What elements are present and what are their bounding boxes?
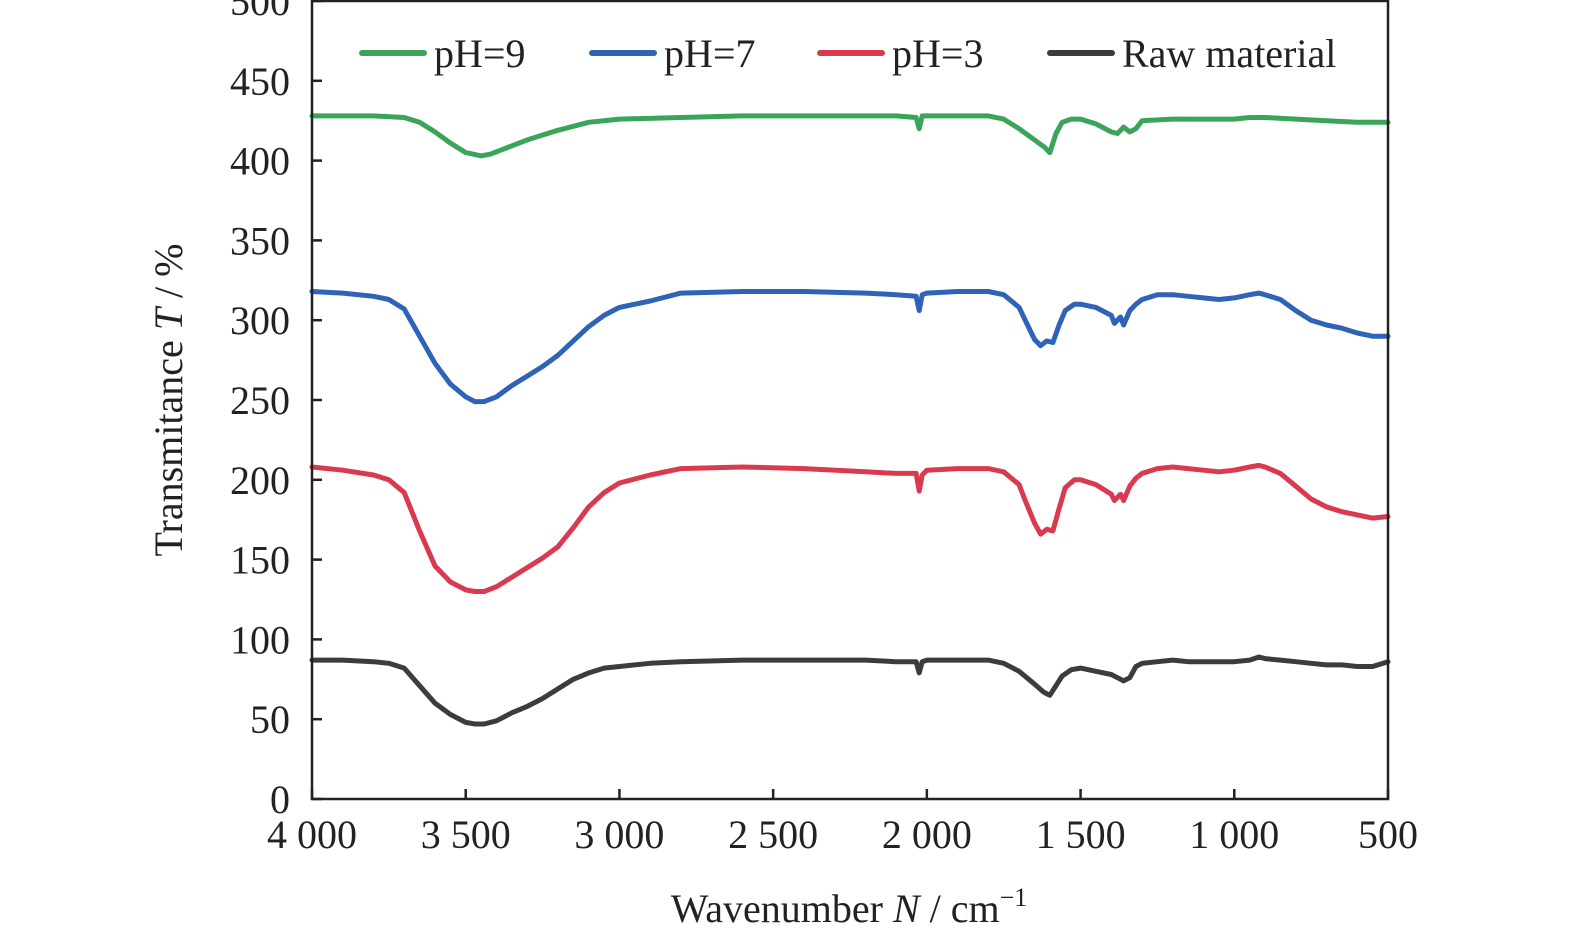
x-tick-label-2: 3 000 [574, 812, 664, 857]
ticks-layer: 4 000 3 500 3 000 2 500 2 000 1 500 1 000 500 0 5… [230, 0, 1418, 857]
legend: pH=9 pH=7 pH=3 Raw material [359, 31, 1336, 76]
series-line-0 [309, 113, 1391, 159]
y-tick-label-8: 400 [230, 139, 290, 184]
legend-label-0: pH=9 [434, 31, 525, 76]
x-tick-label-7: 500 [1358, 812, 1418, 857]
x-tick-label-4: 2 000 [882, 812, 972, 857]
y-tick-label-7: 350 [230, 218, 290, 263]
x-tick-label-1: 3 500 [421, 812, 511, 857]
x-tick-label-0: 4 000 [267, 812, 357, 857]
y-tick-label-5: 250 [230, 378, 290, 423]
x-tick-label-3: 2 500 [728, 812, 818, 857]
y-axis-title: Transmitance T / % [146, 244, 191, 557]
legend-label-1: pH=7 [664, 31, 755, 76]
legend-label-2: pH=3 [892, 31, 983, 76]
x-tick-label-5: 1 500 [1036, 812, 1126, 857]
x-axis-title: Wavenumber N / cm−1 [671, 883, 1028, 931]
y-tick-label-1: 50 [250, 697, 290, 742]
y-tick-label-0: 0 [270, 777, 290, 822]
series-line-2 [309, 462, 1391, 594]
y-tick-label-9: 450 [230, 59, 290, 104]
y-tick-label-6: 300 [230, 298, 290, 343]
series-layer [309, 113, 1391, 727]
y-tick-label-3: 150 [230, 538, 290, 583]
series-line-3 [309, 654, 1391, 727]
series-line-1 [309, 289, 1391, 405]
x-tick-label-6: 1 000 [1189, 812, 1279, 857]
y-tick-label-2: 100 [230, 617, 290, 662]
y-tick-label-4: 200 [230, 458, 290, 503]
legend-label-3: Raw material [1122, 31, 1336, 76]
y-tick-label-10: 500 [230, 0, 290, 24]
